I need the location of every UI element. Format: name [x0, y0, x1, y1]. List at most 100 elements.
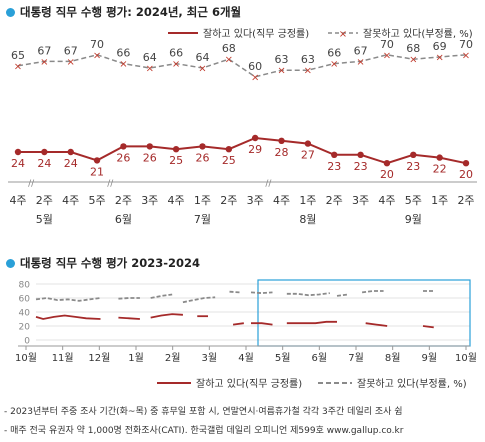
chart1-svg: 잘하고 있다(직무 긍정률) × 잘못하고 있다(부정률, %)×65×67×67 ×…: [8, 27, 477, 226]
x-tick-label: 3월: [202, 352, 218, 364]
bullet-dot-icon: [6, 7, 15, 17]
x-tick-label: 4주: [168, 194, 185, 207]
x-tick-label: 3주: [141, 194, 158, 207]
positive-data-label: 24: [64, 157, 78, 170]
x-tick-label: 1주: [194, 194, 211, 207]
positive-data-label: 29: [248, 143, 262, 156]
positive-point-marker: [146, 143, 153, 150]
negative-data-label: 70: [459, 38, 473, 51]
positive-data-label: 20: [459, 168, 473, 181]
positive-point-marker: [436, 154, 443, 161]
x-tick-label: 4주: [273, 194, 290, 207]
legend-label: 잘하고 있다(직무 긍정률): [196, 377, 302, 390]
positive-point-marker: [383, 160, 391, 167]
positive-data-label: 26: [116, 151, 130, 164]
negative-point-marker: ×: [304, 66, 312, 77]
positive-point-marker: [67, 148, 74, 156]
negative-data-label: 64: [195, 51, 209, 64]
negative-point-marker: ×: [225, 55, 233, 66]
negative-series-segment: [150, 293, 173, 299]
legend-label: 잘못하고 있다(부정률, %): [363, 27, 473, 40]
negative-point-marker: ×: [330, 59, 338, 70]
x-tick-label: 1월: [128, 352, 144, 364]
x-tick-label: 2주: [36, 194, 53, 207]
positive-series-segment: [422, 325, 434, 329]
positive-series-line: [18, 136, 467, 165]
positive-point-marker: [14, 148, 22, 156]
positive-series-segment: [365, 322, 388, 327]
negative-point-marker: ×: [146, 64, 154, 75]
x-tick-label: 2주: [220, 194, 237, 207]
positive-point-marker: [41, 148, 48, 156]
negative-series-segment: [182, 296, 216, 304]
x-tick-label: 6월: [312, 352, 328, 364]
negative-point-marker: ×: [462, 50, 470, 61]
positive-series-segment: [150, 313, 183, 319]
x-tick-label: 1주: [299, 194, 316, 207]
x-tick-label: 2주: [457, 194, 474, 207]
x-tick-label: 8월: [385, 352, 401, 364]
positive-point-marker: [304, 140, 312, 147]
negative-data-label: 67: [37, 44, 51, 57]
positive-data-label: 21: [90, 165, 104, 178]
positive-point-marker: [462, 160, 470, 167]
x-tick-label: 3주: [247, 194, 264, 207]
positive-series-segment: [286, 320, 337, 325]
positive-data-label: 24: [11, 157, 25, 170]
positive-series-segment: [118, 316, 140, 320]
negative-point-marker: ×: [277, 66, 285, 77]
month-label: 8월: [299, 213, 316, 226]
positive-point-marker: [120, 143, 127, 150]
x-tick-label: 9월: [422, 352, 438, 364]
y-tick-label: 0: [24, 337, 30, 347]
y-tick-label: 60: [19, 295, 31, 305]
negative-point-marker: ×: [383, 50, 391, 61]
x-tick-label: 5월: [275, 352, 291, 364]
negative-data-label: 64: [143, 51, 157, 64]
negative-point-marker: ×: [14, 61, 22, 72]
x-tick-label: 4주: [62, 194, 79, 207]
positive-data-label: 24: [37, 157, 51, 170]
month-label: 5월: [36, 213, 53, 226]
negative-data-label: 67: [64, 44, 78, 57]
footer-note-1: - 2023년부터 주중 조사 기간(화~목) 중 휴무일 포함 시, 연말연시…: [4, 407, 403, 417]
negative-series-segment: [229, 290, 241, 294]
bullet-dot-icon: [6, 258, 15, 268]
positive-point-marker: [172, 146, 180, 153]
negative-series-line: [17, 54, 467, 78]
positive-data-label: 20: [380, 168, 394, 181]
negative-series-segment: [35, 297, 101, 302]
negative-point-marker: ×: [119, 59, 127, 70]
negative-point-marker: ×: [251, 72, 259, 83]
positive-point-marker: [93, 157, 101, 164]
negative-series-segment: [250, 291, 273, 295]
chart2-title-row: 대통령 직무 수행 평가 2023-2024: [6, 255, 200, 271]
negative-data-label: 66: [169, 47, 183, 60]
positive-data-label: 26: [195, 151, 209, 164]
negative-data-label: 63: [301, 53, 315, 66]
x-tick-label: 2주: [115, 194, 132, 207]
positive-point-marker: [410, 151, 417, 158]
x-tick-label: 11월: [52, 352, 74, 364]
positive-series-segment: [251, 322, 273, 326]
month-label: 6월: [115, 213, 132, 226]
positive-data-label: 23: [327, 160, 341, 173]
negative-series-segment: [118, 297, 140, 300]
axis-break-mark: //: [28, 179, 35, 189]
x-tick-label: 10월: [455, 352, 477, 364]
positive-point-marker: [357, 151, 364, 158]
x-tick-label: 4주: [378, 194, 395, 207]
x-tick-label: 5주: [405, 194, 422, 207]
positive-data-label: 22: [433, 163, 447, 176]
footer-note-2: - 매주 전국 유권자 약 1,000명 전화조사(CATI). 한국갤럽 데일…: [4, 426, 404, 436]
negative-series-segment: [361, 290, 384, 294]
negative-data-label: 60: [248, 60, 262, 73]
y-tick-label: 20: [19, 323, 31, 333]
x-tick-label: 10월: [15, 352, 37, 364]
legend-label: 잘하고 있다(직무 긍정률): [203, 27, 309, 40]
x-tick-label: 2주: [326, 194, 343, 207]
negative-point-marker: ×: [67, 57, 75, 68]
positive-data-label: 23: [406, 160, 420, 173]
chart1-title-row: 대통령 직무 수행 평가: 2024년, 최근 6개월: [6, 4, 241, 20]
negative-data-label: 63: [275, 53, 289, 66]
